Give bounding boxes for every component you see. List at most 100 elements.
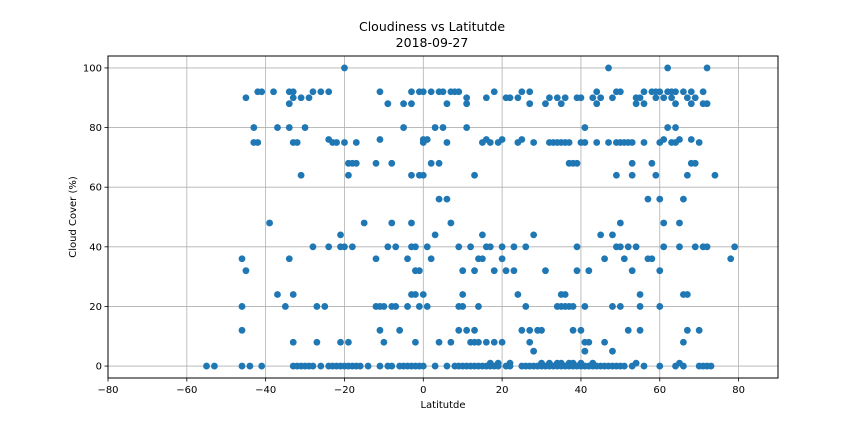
data-point [475,303,482,310]
data-point [593,139,601,146]
data-point [664,124,672,131]
data-point [419,88,427,96]
data-point [471,267,478,275]
data-point [486,139,494,146]
data-point [427,88,435,96]
data-point [494,362,502,370]
data-point [640,88,648,96]
data-point [431,231,439,239]
data-point [384,243,392,251]
data-point [242,94,250,102]
data-point [680,195,687,203]
x-tick-label: −60 [176,385,197,396]
data-point [372,159,380,167]
data-point [695,326,703,334]
data-point [577,326,585,334]
data-point [518,136,526,143]
data-point [285,124,293,131]
chart-subtitle: 2018-09-27 [396,35,469,50]
data-point [506,94,514,102]
data-point [360,219,368,227]
data-point [632,100,640,108]
data-point [648,255,656,263]
data-point [731,243,739,251]
data-point [573,243,581,251]
data-point [254,139,262,146]
data-point [423,243,431,251]
data-point [565,139,573,146]
data-point [293,139,301,146]
data-point [384,100,392,108]
data-point [317,362,325,370]
data-point [415,303,423,310]
x-tick-label: 20 [496,385,509,396]
data-point [376,326,384,334]
data-point [526,88,534,96]
data-point [392,243,400,251]
x-tick-label: −40 [255,385,276,396]
x-tick-label: 80 [732,385,745,396]
data-point [514,94,522,102]
data-point [609,347,616,355]
y-tick-label: 60 [89,183,102,194]
data-point [297,94,305,102]
data-point [636,94,644,102]
data-point [687,100,695,108]
data-point [498,136,506,143]
data-point [211,362,218,370]
data-point [609,303,616,310]
data-point [423,136,431,143]
data-point [238,255,246,263]
data-point [352,139,360,146]
data-point [510,267,518,275]
data-point [636,291,644,298]
data-point [514,291,522,298]
data-point [656,267,664,275]
data-point [455,243,463,251]
data-point [553,94,561,102]
data-point [542,267,549,275]
data-point [518,326,526,334]
data-point [593,100,601,108]
data-point [711,171,719,179]
data-point [242,267,250,275]
x-tick-label: −80 [97,385,118,396]
data-point [325,88,333,96]
y-axis-ticks: 0 20 40 60 80 100 [83,63,108,373]
data-point [380,303,388,310]
data-point [490,88,498,96]
data-point [605,139,612,146]
data-point [691,94,699,102]
x-tick-label: 40 [575,385,588,396]
x-tick-label: −20 [334,385,355,396]
data-point [683,94,691,102]
data-point [490,338,498,346]
data-point [506,362,514,370]
data-point [656,362,664,370]
data-point [321,303,329,310]
data-point [435,338,443,346]
data-point [439,88,447,96]
y-tick-label: 0 [96,362,102,373]
data-point [412,243,419,251]
data-point [703,243,711,251]
data-point [459,291,467,298]
data-point [593,88,601,96]
x-tick-label: 60 [653,385,666,396]
data-point [388,362,396,370]
y-tick-label: 40 [89,242,102,253]
data-point [609,231,616,239]
data-point [660,243,668,251]
data-point [479,231,486,239]
data-point [439,124,447,131]
data-point [400,124,407,131]
data-point [605,64,612,72]
data-point [443,100,451,108]
x-axis-ticks: −80 −60 −40 −20 0 20 40 60 80 [97,378,745,396]
data-point [589,94,597,102]
data-point [333,139,340,146]
data-point [203,362,210,370]
data-point [640,100,648,108]
data-point [412,291,419,298]
data-point [490,267,498,275]
